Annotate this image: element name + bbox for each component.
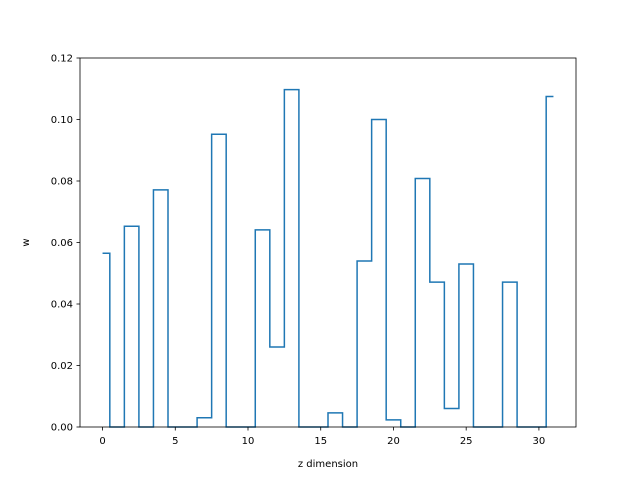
y-tick-label: 0.04 xyxy=(51,300,73,311)
x-tick-label: 10 xyxy=(242,436,255,447)
x-tick-label: 0 xyxy=(99,436,105,447)
x-tick-label: 25 xyxy=(460,436,473,447)
series-line xyxy=(102,88,554,428)
x-axis-ticks: 0 5 10 15 20 25 30 xyxy=(99,427,545,447)
y-tick-label: 0.06 xyxy=(51,238,73,249)
x-tick-label: 30 xyxy=(533,436,546,447)
plot-frame xyxy=(79,57,577,428)
y-tick-label: 0.00 xyxy=(51,423,73,434)
x-tick-label: 5 xyxy=(172,436,178,447)
y-tick-label: 0.12 xyxy=(51,54,73,65)
y-axis-label: w xyxy=(21,238,32,246)
y-tick-label: 0.10 xyxy=(51,115,73,126)
x-axis-label: z dimension xyxy=(298,459,358,470)
y-tick-label: 0.08 xyxy=(51,177,73,188)
y-tick-label: 0.02 xyxy=(51,361,73,372)
x-tick-label: 15 xyxy=(314,436,327,447)
y-axis-ticks: 0.00 0.02 0.04 0.06 0.08 0.10 0.12 xyxy=(51,54,80,434)
series-layer xyxy=(102,88,554,428)
x-tick-label: 20 xyxy=(387,436,400,447)
